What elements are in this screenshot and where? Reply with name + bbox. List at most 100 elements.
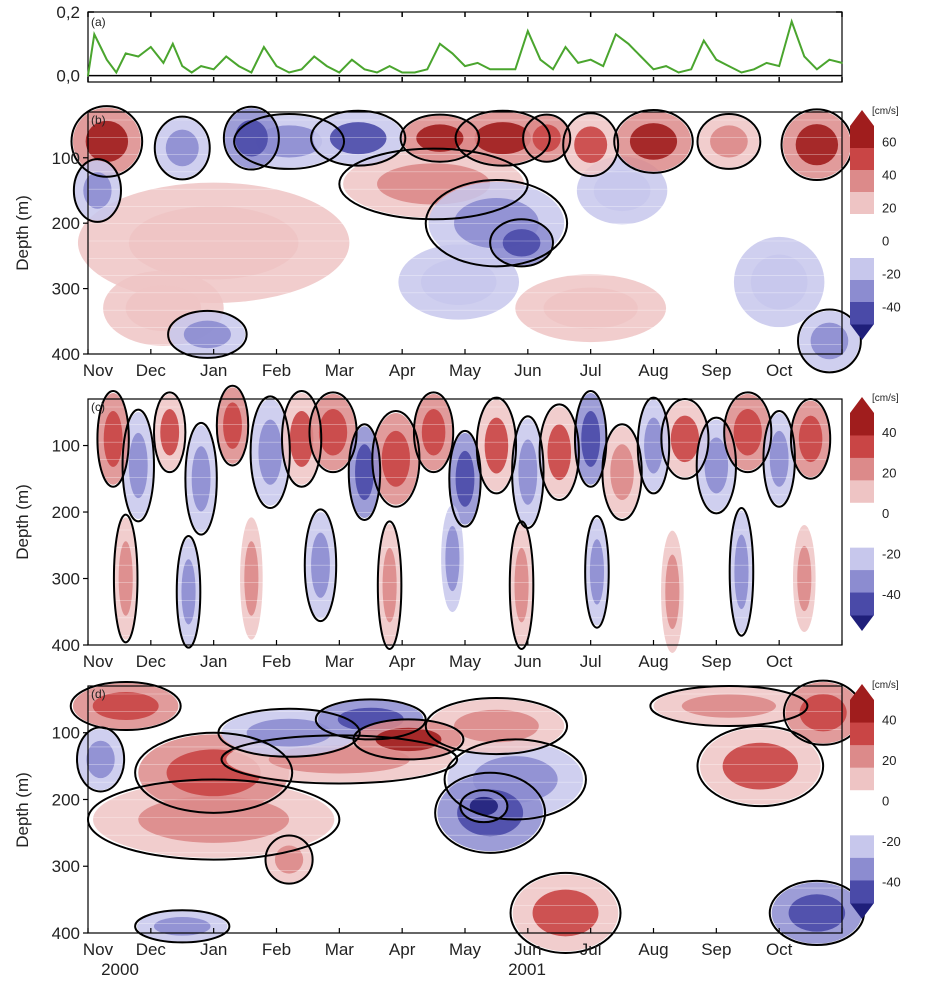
- panel-a-data-point: [137, 55, 140, 58]
- panel-a-data-point: [413, 71, 416, 74]
- b-field-blob-core: [750, 254, 808, 310]
- d-zero-contour: [220, 734, 459, 785]
- d-ytick-label: 200: [52, 790, 80, 809]
- d-zero-contour: [134, 731, 294, 814]
- b-colorbar-band: [850, 148, 874, 171]
- d-field-blob-core: [454, 709, 539, 743]
- c-zero-contour: [584, 515, 610, 629]
- d-zero-contour: [76, 726, 126, 793]
- panel-b-ylabel: Depth (m): [13, 195, 32, 271]
- d-xtick-label: Jun: [514, 940, 541, 959]
- b-field-blob-core: [183, 320, 231, 349]
- c-field-blob-core: [798, 415, 823, 463]
- b-field-blob-core: [421, 259, 497, 305]
- b-colorbar-band: [850, 280, 874, 303]
- d-zero-contour: [264, 834, 314, 885]
- panel-a-data-point: [765, 62, 768, 64]
- panel-a-data-point: [351, 58, 353, 61]
- c-colorbar-band: [850, 457, 874, 481]
- c-colorbar-band: [850, 502, 874, 526]
- panel-a-data-point: [325, 65, 328, 67]
- b-colorbar-band: [850, 192, 874, 215]
- panel-a-data-point: [313, 55, 316, 58]
- year-label-2000: 2000: [101, 960, 139, 979]
- panel-d-field: [72, 681, 863, 952]
- c-zero-contour: [762, 409, 796, 508]
- d-zero-contour: [69, 680, 182, 732]
- b-zero-contour: [70, 105, 144, 178]
- c-zero-contour: [347, 423, 382, 522]
- b-field-blob-core: [810, 322, 849, 360]
- b-xtick-label: Apr: [389, 361, 416, 380]
- c-field-blob-core: [769, 430, 789, 487]
- c-field-blob-core: [160, 408, 180, 456]
- d-zero-contour: [134, 909, 231, 944]
- panel-b-contours: [70, 105, 862, 374]
- panel-a-data-point: [225, 55, 228, 58]
- panel-c-yticks: 100 200 300 400: [52, 437, 88, 655]
- c-zero-contour: [184, 421, 218, 536]
- d-colorbar-band: [850, 880, 874, 904]
- c-field-blob-core: [289, 410, 314, 467]
- panel-a-data-point: [115, 71, 118, 74]
- c-colorbar-tick: -20: [882, 546, 901, 561]
- c-field-blob-core: [514, 547, 529, 623]
- d-colorbar-unit: [cm/s]: [872, 680, 899, 691]
- d-field-blob-core: [788, 894, 846, 932]
- c-zero-contour: [728, 507, 755, 637]
- b-zero-contour: [489, 218, 554, 268]
- c-colorbar-tip-top: [850, 397, 874, 413]
- c-xtick-label: Apr: [389, 652, 416, 671]
- b-field-blob-core: [416, 124, 464, 152]
- panel-a-data-point: [589, 58, 592, 61]
- d-colorbar-tick: -20: [882, 834, 901, 849]
- panel-a-data-point: [665, 65, 667, 67]
- c-colorbar-band: [850, 592, 874, 616]
- panel-a-data-point: [627, 43, 630, 45]
- b-field-blob-core: [593, 169, 651, 212]
- c-xtick-label: Jul: [580, 652, 602, 671]
- c-colorbar-band: [850, 480, 874, 504]
- panel-a-data-point: [464, 65, 466, 67]
- d-field-blob-core: [86, 740, 115, 779]
- c-field-blob-core: [665, 554, 680, 630]
- d-xtick-label: Feb: [262, 940, 291, 959]
- b-xtick-label: May: [449, 361, 482, 380]
- d-colorbar-band: [850, 767, 874, 791]
- c-field-blob-core: [797, 545, 812, 612]
- b-zero-contour: [233, 112, 346, 170]
- panel-a-frame: [87, 11, 843, 83]
- d-colorbar-band: [850, 812, 874, 836]
- c-field-blob-core: [382, 547, 397, 623]
- panel-d-xticks: Nov Dec Jan Feb Mar Apr May Jun Jul Aug Sep Oct: [83, 928, 843, 959]
- panel-a-data-point: [702, 39, 705, 42]
- d-colorbar-band: [850, 722, 874, 746]
- c-colorbar-tip-bottom: [850, 615, 874, 631]
- d-xtick-label: Aug: [638, 940, 668, 959]
- b-field-blob-core: [329, 122, 387, 155]
- d-xtick-label: Nov: [83, 940, 114, 959]
- panel-a-xticks: [87, 11, 843, 82]
- panel-b-field: [72, 107, 860, 372]
- panel-a-data-point: [803, 55, 806, 58]
- b-xtick-label: Oct: [766, 361, 793, 380]
- b-xtick-label: Jan: [200, 361, 227, 380]
- d-colorbar-band: [850, 700, 874, 724]
- d-field-blob-core: [153, 916, 211, 936]
- panel-a-data-point: [690, 68, 692, 71]
- c-xtick-label: Jun: [514, 652, 541, 671]
- panel-a-data-point: [615, 33, 617, 36]
- panel-d-ylabel: Depth (m): [13, 772, 32, 848]
- d-colorbar-tip-top: [850, 684, 874, 700]
- panel-a-points: [87, 20, 843, 77]
- d-colorbar-tick: 20: [882, 753, 896, 768]
- panel-a-data-point: [124, 52, 127, 55]
- c-zero-contour: [152, 391, 187, 474]
- panel-a-data-point: [501, 68, 504, 71]
- panel-a-data-point: [300, 68, 303, 71]
- b-field-blob-core: [574, 126, 608, 164]
- c-field-blob-core: [181, 559, 196, 625]
- panel-d-colorbar: [cm/s] 40 20 0 -20 -40: [850, 680, 901, 919]
